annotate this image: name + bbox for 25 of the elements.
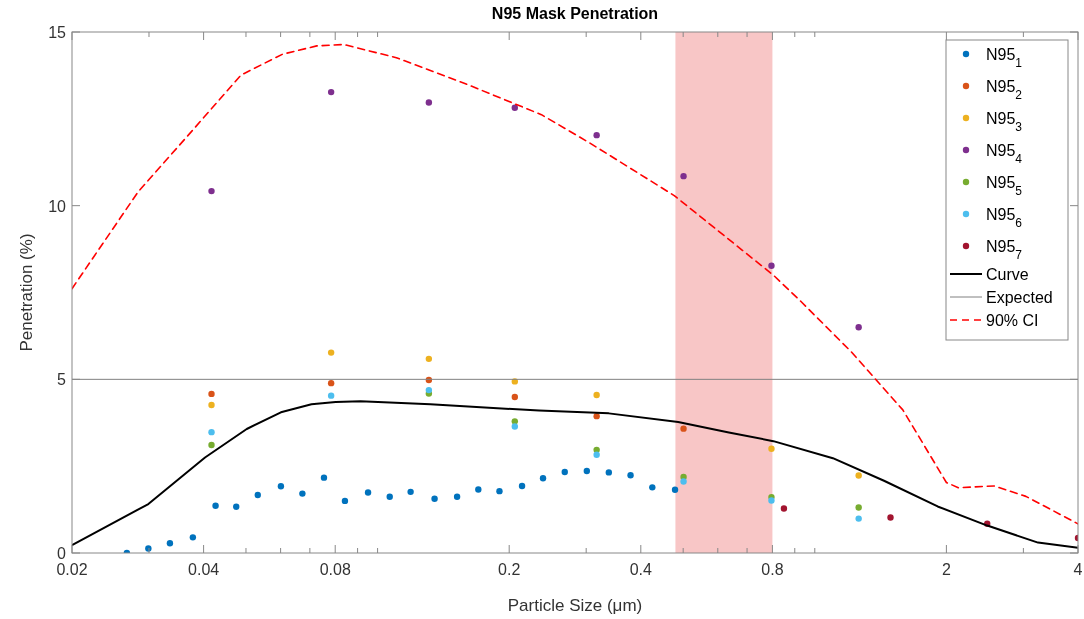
legend-label: N95$_{6}$ [986,206,1023,230]
legend-label: Curve [986,266,1029,283]
legend-label: N95$_{5}$ [986,174,1023,198]
legend-label: N95$_{1}$ [986,46,1023,70]
y-tick-label: 5 [57,371,67,389]
y-axis-title: Penetration (%) [17,233,36,352]
y-tick-label: 15 [48,24,67,41]
x-tick-label: 4 [1073,561,1083,578]
x-tick-label: 0.02 [56,561,88,578]
chart-title: N95 Mask Penetration [491,5,659,22]
legend-label: N95$_{3}$ [986,110,1023,134]
y-tick-label: 10 [48,197,67,215]
x-axis-title: Particle Size (μm) [507,596,643,615]
legend-label: N95$_{2}$ [986,78,1023,102]
legend-label: 90% CI [986,312,1039,329]
x-tick-label: 0.8 [761,561,784,578]
y-tick-label: 0 [57,545,67,562]
x-tick-label: 0.4 [629,561,653,578]
x-tick-label: 2 [941,561,951,578]
x-tick-label: 0.04 [188,561,220,578]
legend-label: N95$_{4}$ [986,142,1023,166]
legend-label: N95$_{7}$ [986,238,1023,262]
legend-label: Expected [986,289,1053,306]
x-tick-label: 0.2 [498,561,521,578]
x-tick-label: 0.08 [319,561,351,578]
